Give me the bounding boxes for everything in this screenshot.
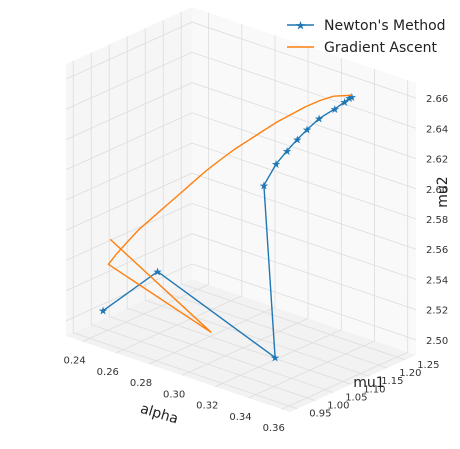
data-point: ★ (282, 145, 292, 158)
data-point: ★ (340, 96, 350, 109)
x-tick-label: 0.28 (130, 378, 152, 389)
y-tick-label: 1.25 (417, 360, 439, 371)
series-layer: ★★★★★★★★★★★★★ (98, 91, 357, 365)
data-point: ★ (330, 103, 340, 116)
legend-marker-newton: ★ (295, 19, 306, 33)
grid-line-y (162, 20, 388, 369)
data-point: ★ (271, 158, 281, 171)
x-tick-label: 0.24 (63, 356, 85, 367)
grid-line-x (82, 12, 210, 342)
legend-entry-gradient: Gradient Ascent (287, 40, 437, 56)
series-line (107, 94, 352, 333)
y-tick-label: 1.20 (399, 368, 421, 379)
z-tick-label: 2.54 (426, 275, 448, 286)
z-tick-label: 2.52 (426, 306, 448, 317)
series-newton: ★★★★★★★★★★★★★ (98, 91, 357, 365)
grid-line-z (65, 172, 417, 250)
grid-line-y (180, 11, 406, 361)
grid-line-x (215, 57, 342, 388)
z-tick-label: 2.64 (426, 124, 448, 135)
z-tick-label: 2.50 (426, 336, 448, 347)
y-tick-label: 1.15 (381, 376, 403, 387)
grid-line-x (181, 46, 309, 376)
grid-line-y (90, 52, 316, 401)
series-gradient (107, 94, 352, 333)
grid-line-y (144, 28, 370, 377)
grid-line-z (65, 112, 417, 190)
data-point: ★ (347, 91, 357, 104)
legend-label-gradient: Gradient Ascent (324, 40, 437, 56)
y-tick-label: 0.95 (309, 409, 331, 420)
grid-line-z (65, 202, 417, 280)
data-point: ★ (270, 352, 280, 365)
grid-line-z (65, 142, 417, 220)
z-tick-label: 2.60 (426, 185, 448, 196)
grid-line-y (126, 36, 352, 385)
grid-line-z (65, 233, 417, 311)
tick-labels: 0.24 0.26 0.28 0.30 0.32 0.34 0.36 0.951.001.05… (63, 94, 448, 434)
z-tick-label: 2.62 (426, 155, 448, 166)
z-axis-label: mu2 (435, 176, 451, 207)
floor-pane (66, 279, 416, 412)
grid-lines (65, 11, 417, 410)
legend-entry-newton: ★ Newton's Method (287, 18, 446, 34)
x-tick-label: 0.32 (196, 401, 218, 412)
x-tick-label: 0.34 (229, 412, 251, 423)
y-tick-label: 1.05 (345, 393, 367, 404)
data-point: ★ (302, 124, 312, 137)
grid-line-x (281, 80, 409, 410)
series-line (102, 96, 353, 359)
grid-line-z (65, 21, 417, 99)
z-tick-label: 2.58 (426, 215, 448, 226)
x-tick-label: 0.26 (97, 367, 119, 378)
grid-line-x (115, 23, 243, 354)
grid-line-x (248, 68, 375, 399)
y-tick-label: 1.10 (363, 384, 385, 395)
grid-line-z (65, 51, 417, 129)
x-tick-label: 0.30 (163, 389, 185, 400)
data-point: ★ (292, 133, 302, 146)
data-point: ★ (344, 92, 354, 105)
z-tick-label: 2.66 (426, 94, 448, 105)
grid-line-z (65, 82, 417, 159)
grid-line-z (65, 263, 417, 341)
y-axis-label: mu1 (353, 375, 384, 391)
grid-line-x (148, 35, 276, 365)
x-tick-label: 0.36 (263, 423, 285, 434)
data-point: ★ (98, 305, 108, 318)
data-point: ★ (153, 266, 163, 279)
z-tick-label: 2.56 (426, 245, 448, 256)
legend-label-newton: Newton's Method (324, 18, 446, 34)
data-point: ★ (314, 113, 324, 126)
grid-line-y (108, 44, 334, 393)
grid-line-y (72, 60, 298, 410)
legend: ★ Newton's Method Gradient Ascent (287, 18, 446, 56)
x-axis-label: alpha (138, 401, 180, 428)
data-point: ★ (259, 179, 269, 192)
y-tick-label: 1.00 (327, 401, 349, 412)
